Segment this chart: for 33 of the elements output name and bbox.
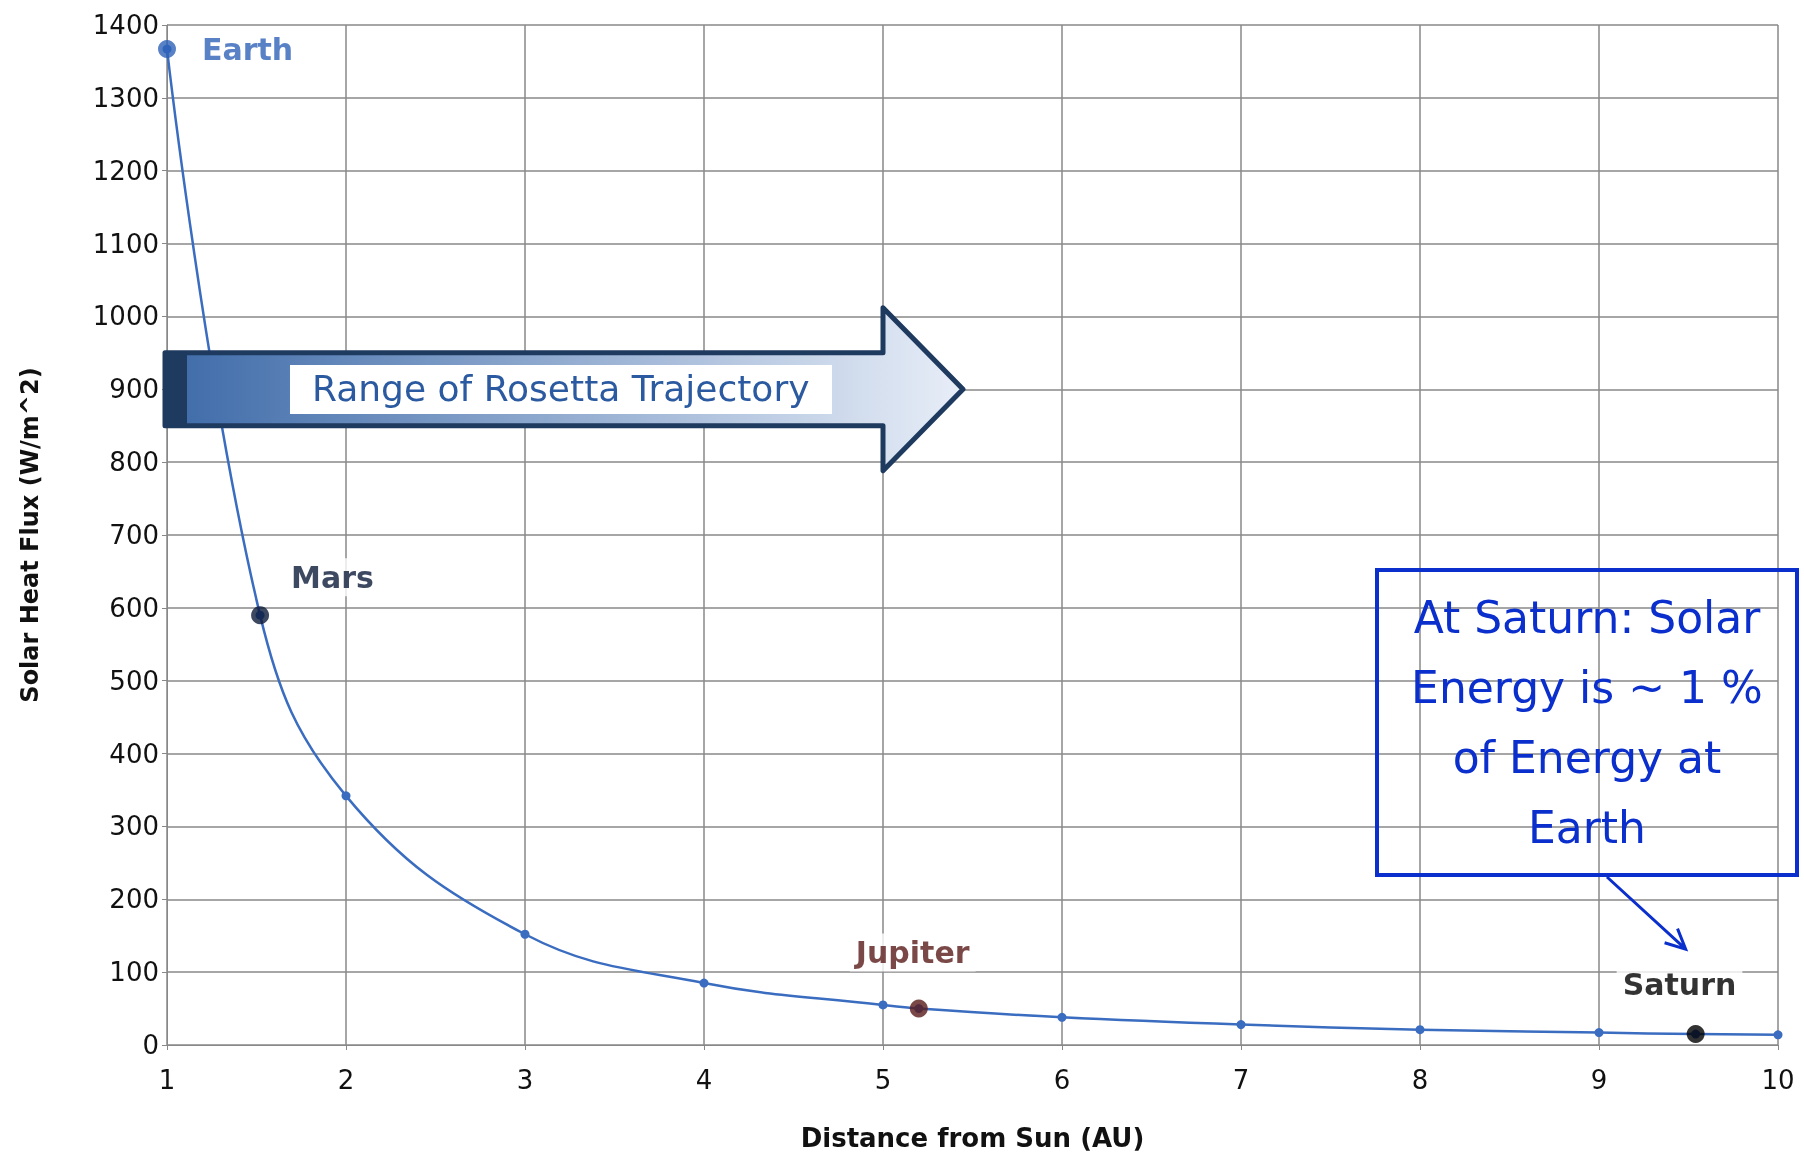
annotation: Range of Rosetta Trajectory bbox=[290, 364, 832, 414]
x-tick-label: 6 bbox=[1053, 1065, 1071, 1095]
x-tick-label: 4 bbox=[695, 1065, 713, 1095]
y-tick-label: 600 bbox=[109, 592, 159, 623]
series-label: Saturn bbox=[1622, 966, 1737, 1002]
y-tick-label: 800 bbox=[109, 447, 159, 478]
y-tick-label: 900 bbox=[109, 374, 159, 405]
x-tick-label: 3 bbox=[516, 1065, 534, 1095]
series-label: Mars bbox=[291, 559, 374, 595]
series-label: Earth bbox=[202, 31, 294, 67]
x-tick-label: 7 bbox=[1232, 1065, 1250, 1095]
x-tick-label: 2 bbox=[337, 1065, 355, 1095]
y-tick-label: 0 bbox=[142, 1030, 159, 1060]
y-tick-label: 1000 bbox=[92, 301, 159, 332]
y-tick-label: 100 bbox=[109, 957, 159, 988]
x-tick-label: 10 bbox=[1761, 1065, 1795, 1095]
y-tick-label: 400 bbox=[109, 738, 159, 769]
y-axis-title: Solar Heat Flux (W/m^2) bbox=[16, 367, 44, 703]
annotation: At Saturn: Solar Energy is ~ 1 % of Energy at Earth bbox=[1410, 590, 1764, 855]
x-tick-label: 8 bbox=[1411, 1065, 1429, 1095]
y-tick-label: 1400 bbox=[92, 10, 159, 40]
y-tick-label: 300 bbox=[109, 811, 159, 842]
y-tick-label: 1200 bbox=[92, 155, 159, 186]
x-tick-label: 9 bbox=[1590, 1065, 1608, 1095]
y-tick-label: 700 bbox=[109, 520, 159, 550]
y-tick-label: 500 bbox=[109, 665, 159, 696]
x-axis-title: Distance from Sun (AU) bbox=[800, 1123, 1145, 1153]
x-tick-label: 1 bbox=[158, 1065, 176, 1095]
series-label: Jupiter bbox=[853, 935, 970, 971]
y-tick-label: 200 bbox=[109, 884, 159, 915]
x-tick-label: 5 bbox=[874, 1065, 892, 1095]
y-tick-label: 1300 bbox=[92, 82, 159, 113]
y-tick-label: 1100 bbox=[92, 228, 159, 259]
